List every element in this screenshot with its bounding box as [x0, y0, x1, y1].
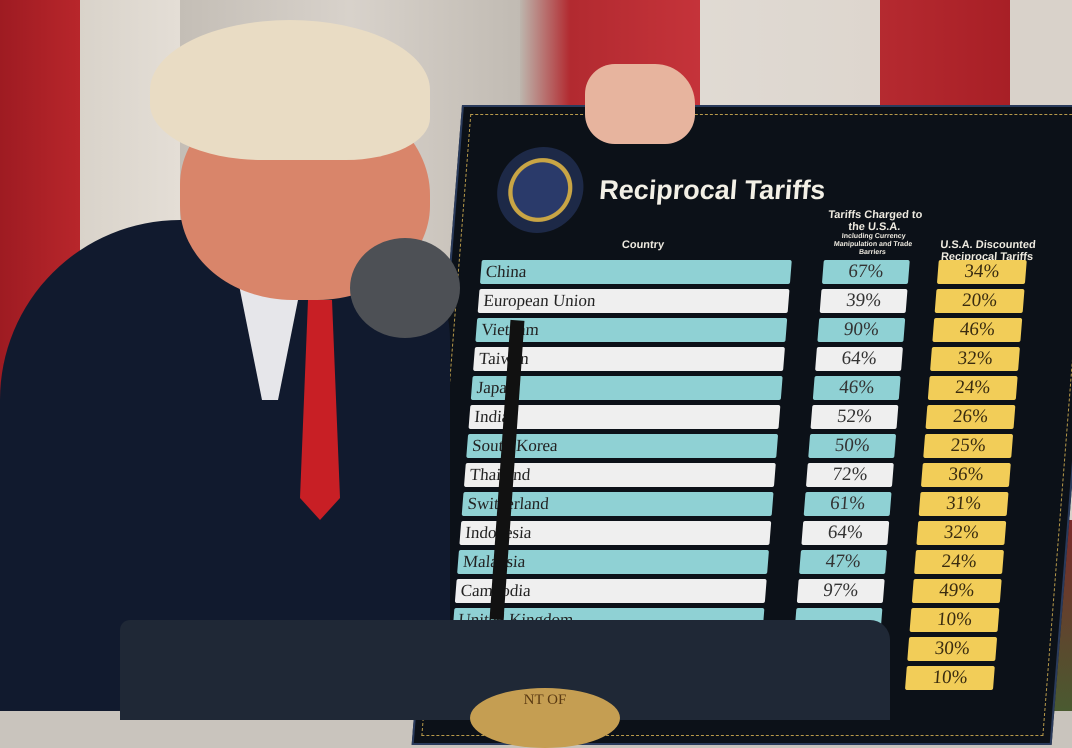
charged-cell: 64% [815, 347, 903, 371]
presidential-seal-icon [493, 147, 587, 233]
discounted-cell: 25% [923, 434, 1014, 458]
charged-cell: 97% [796, 579, 885, 603]
discounted-cell: 32% [930, 347, 1020, 371]
header-charged-note: Including Currency Manipulation and Trad… [833, 233, 913, 256]
discounted-cell: 24% [914, 550, 1004, 574]
charged-cell: 46% [812, 376, 901, 400]
charged-cell: 39% [819, 289, 908, 313]
board-title: Reciprocal Tariffs [598, 175, 827, 205]
charged-cell: 90% [817, 318, 906, 342]
speaker-hair [150, 20, 430, 160]
discounted-cell: 30% [907, 637, 998, 661]
charged-cell: 64% [801, 521, 890, 545]
country-cell: China [479, 260, 792, 284]
discounted-cell: 34% [936, 260, 1027, 284]
discounted-cell: 46% [932, 318, 1023, 342]
discounted-cell: 36% [920, 463, 1011, 487]
header-country: Country [621, 239, 665, 251]
discounted-cell: 10% [909, 608, 1000, 632]
charged-cell: 47% [799, 550, 887, 574]
discounted-cell: 10% [904, 666, 995, 690]
discounted-cell: 20% [934, 289, 1025, 313]
tie [300, 300, 340, 520]
charged-cell: 50% [808, 434, 897, 458]
podium-seal: NT OF [470, 688, 620, 748]
charged-cell: 72% [805, 463, 894, 487]
discounted-cell: 31% [918, 492, 1009, 516]
charged-cell: 52% [810, 405, 899, 429]
discounted-cell: 24% [927, 376, 1018, 400]
discounted-cell: 49% [911, 579, 1002, 603]
charged-cell: 67% [821, 260, 910, 284]
country-cell: European Union [477, 289, 790, 313]
header-charged-text: Tariffs Charged to the U.S.A. [827, 209, 923, 233]
discounted-cell: 26% [925, 405, 1016, 429]
microphone-icon [350, 238, 460, 338]
charged-cell: 61% [803, 492, 892, 516]
hand [585, 64, 695, 144]
header-charged: Tariffs Charged to the U.S.A. Including C… [822, 209, 926, 257]
discounted-cell: 32% [916, 521, 1007, 545]
